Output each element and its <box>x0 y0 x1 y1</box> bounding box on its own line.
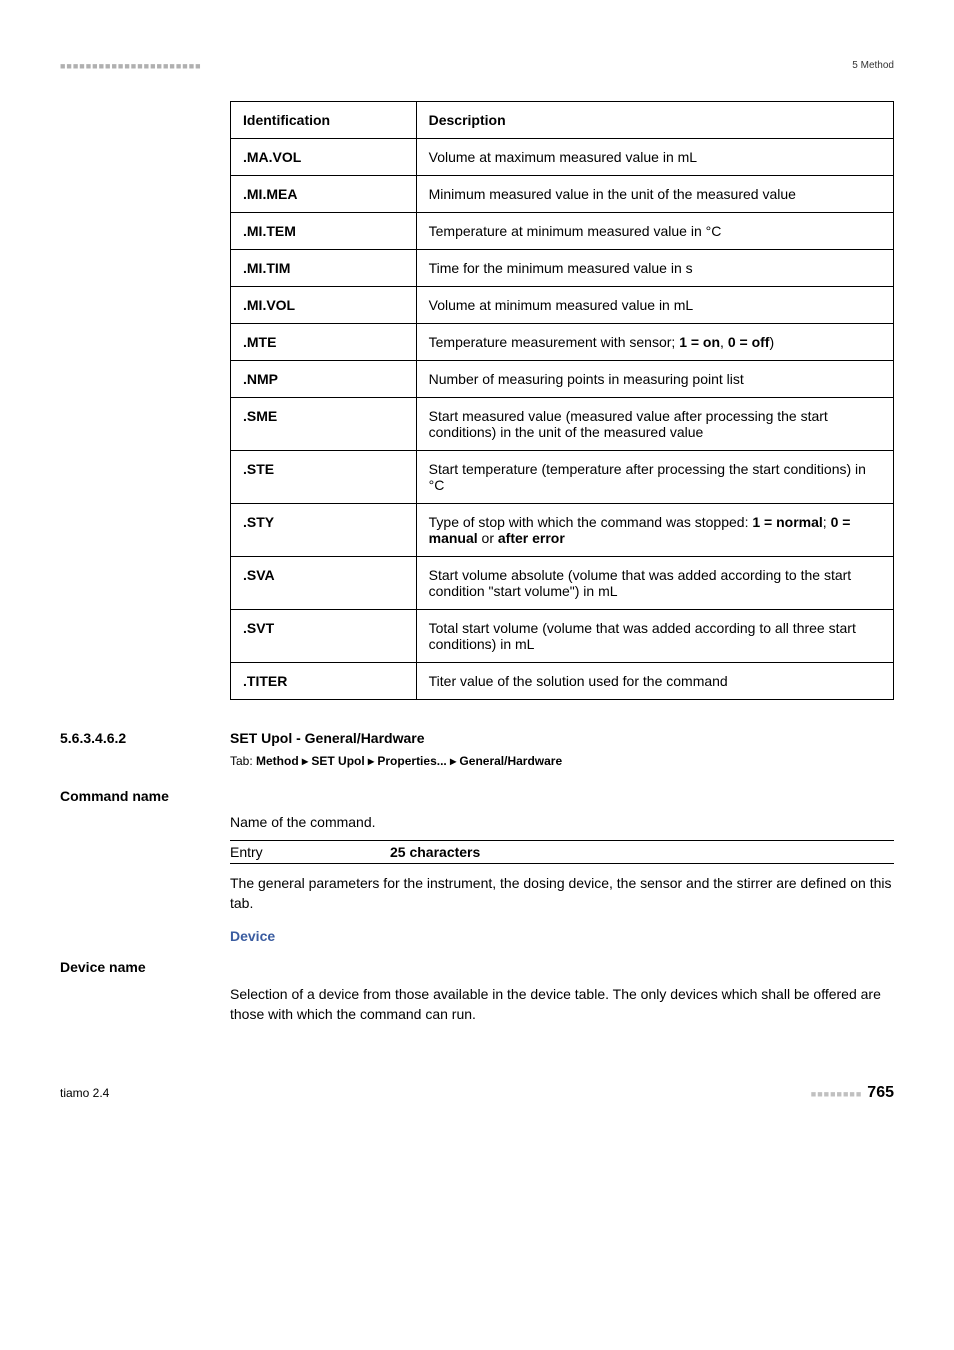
table-cell-desc: Temperature measurement with sensor; 1 =… <box>416 324 893 361</box>
identification-table: Identification Description .MA.VOLVolume… <box>230 101 894 700</box>
command-name-note: The general parameters for the instrumen… <box>230 874 894 913</box>
table-cell-id: .MI.TIM <box>231 250 417 287</box>
entry-label: Entry <box>230 844 390 860</box>
table-row: .SVTTotal start volume (volume that was … <box>231 610 894 663</box>
entry-value: 25 characters <box>390 844 480 860</box>
table-row: .MI.MEAMinimum measured value in the uni… <box>231 176 894 213</box>
command-name-label: Command name <box>60 788 894 804</box>
table-cell-desc: Titer value of the solution used for the… <box>416 663 893 700</box>
table-cell-desc: Start measured value (measured value aft… <box>416 398 893 451</box>
table-cell-desc: Total start volume (volume that was adde… <box>416 610 893 663</box>
table-cell-desc: Type of stop with which the command was … <box>416 504 893 557</box>
table-cell-id: .MTE <box>231 324 417 361</box>
table-cell-id: .SVA <box>231 557 417 610</box>
table-row: .NMPNumber of measuring points in measur… <box>231 361 894 398</box>
table-header-row: Identification Description <box>231 102 894 139</box>
table-cell-desc: Minimum measured value in the unit of th… <box>416 176 893 213</box>
device-name-label: Device name <box>60 959 894 975</box>
table-row: .MI.TIMTime for the minimum measured val… <box>231 250 894 287</box>
table-cell-id: .STE <box>231 451 417 504</box>
table-cell-desc: Volume at minimum measured value in mL <box>416 287 893 324</box>
table-row: .MI.TEMTemperature at minimum measured v… <box>231 213 894 250</box>
table-row: .TITERTiter value of the solution used f… <box>231 663 894 700</box>
table-row: .MI.VOLVolume at minimum measured value … <box>231 287 894 324</box>
table-cell-id: .MI.TEM <box>231 213 417 250</box>
table-cell-id: .MI.MEA <box>231 176 417 213</box>
table-cell-id: .SME <box>231 398 417 451</box>
table-header-id: Identification <box>231 102 417 139</box>
table-header-desc: Description <box>416 102 893 139</box>
table-row: .SVAStart volume absolute (volume that w… <box>231 557 894 610</box>
table-cell-desc: Number of measuring points in measuring … <box>416 361 893 398</box>
main-content: Identification Description .MA.VOLVolume… <box>230 101 894 1024</box>
table-cell-id: .STY <box>231 504 417 557</box>
device-name-desc: Selection of a device from those availab… <box>230 985 894 1024</box>
tab-prefix: Tab: <box>230 754 256 768</box>
table-cell-id: .MI.VOL <box>231 287 417 324</box>
footer-page-number: 765 <box>867 1084 894 1101</box>
command-name-desc: Name of the command. <box>230 814 894 830</box>
section-number: 5.6.3.4.6.2 <box>60 730 230 746</box>
table-row: .STYType of stop with which the command … <box>231 504 894 557</box>
page-header: ■■■■■■■■■■■■■■■■■■■■■■ 5 Method <box>60 60 894 71</box>
entry-row: Entry 25 characters <box>230 840 894 864</box>
footer-page: ■■■■■■■■ 765 <box>811 1084 894 1102</box>
table-cell-desc: Time for the minimum measured value in s <box>416 250 893 287</box>
table-cell-desc: Temperature at minimum measured value in… <box>416 213 893 250</box>
table-cell-id: .MA.VOL <box>231 139 417 176</box>
table-cell-id: .NMP <box>231 361 417 398</box>
table-cell-desc: Start volume absolute (volume that was a… <box>416 557 893 610</box>
page-footer: tiamo 2.4 ■■■■■■■■ 765 <box>60 1084 894 1102</box>
device-heading: Device <box>230 928 894 944</box>
header-section-label: 5 Method <box>852 60 894 71</box>
table-row: .SMEStart measured value (measured value… <box>231 398 894 451</box>
section-title: SET Upol - General/Hardware <box>230 730 425 746</box>
table-row: .MTETemperature measurement with sensor;… <box>231 324 894 361</box>
section-heading: 5.6.3.4.6.2SET Upol - General/Hardware <box>60 730 894 746</box>
footer-marks: ■■■■■■■■ <box>811 1089 863 1099</box>
footer-left: tiamo 2.4 <box>60 1086 109 1100</box>
table-cell-id: .TITER <box>231 663 417 700</box>
table-cell-id: .SVT <box>231 610 417 663</box>
table-cell-desc: Volume at maximum measured value in mL <box>416 139 893 176</box>
table-cell-desc: Start temperature (temperature after pro… <box>416 451 893 504</box>
table-row: .STEStart temperature (temperature after… <box>231 451 894 504</box>
tab-path-value: Method ▸ SET Upol ▸ Properties... ▸ Gene… <box>256 754 562 768</box>
table-row: .MA.VOLVolume at maximum measured value … <box>231 139 894 176</box>
header-marks: ■■■■■■■■■■■■■■■■■■■■■■ <box>60 61 202 71</box>
tab-path: Tab: Method ▸ SET Upol ▸ Properties... ▸… <box>230 754 894 768</box>
